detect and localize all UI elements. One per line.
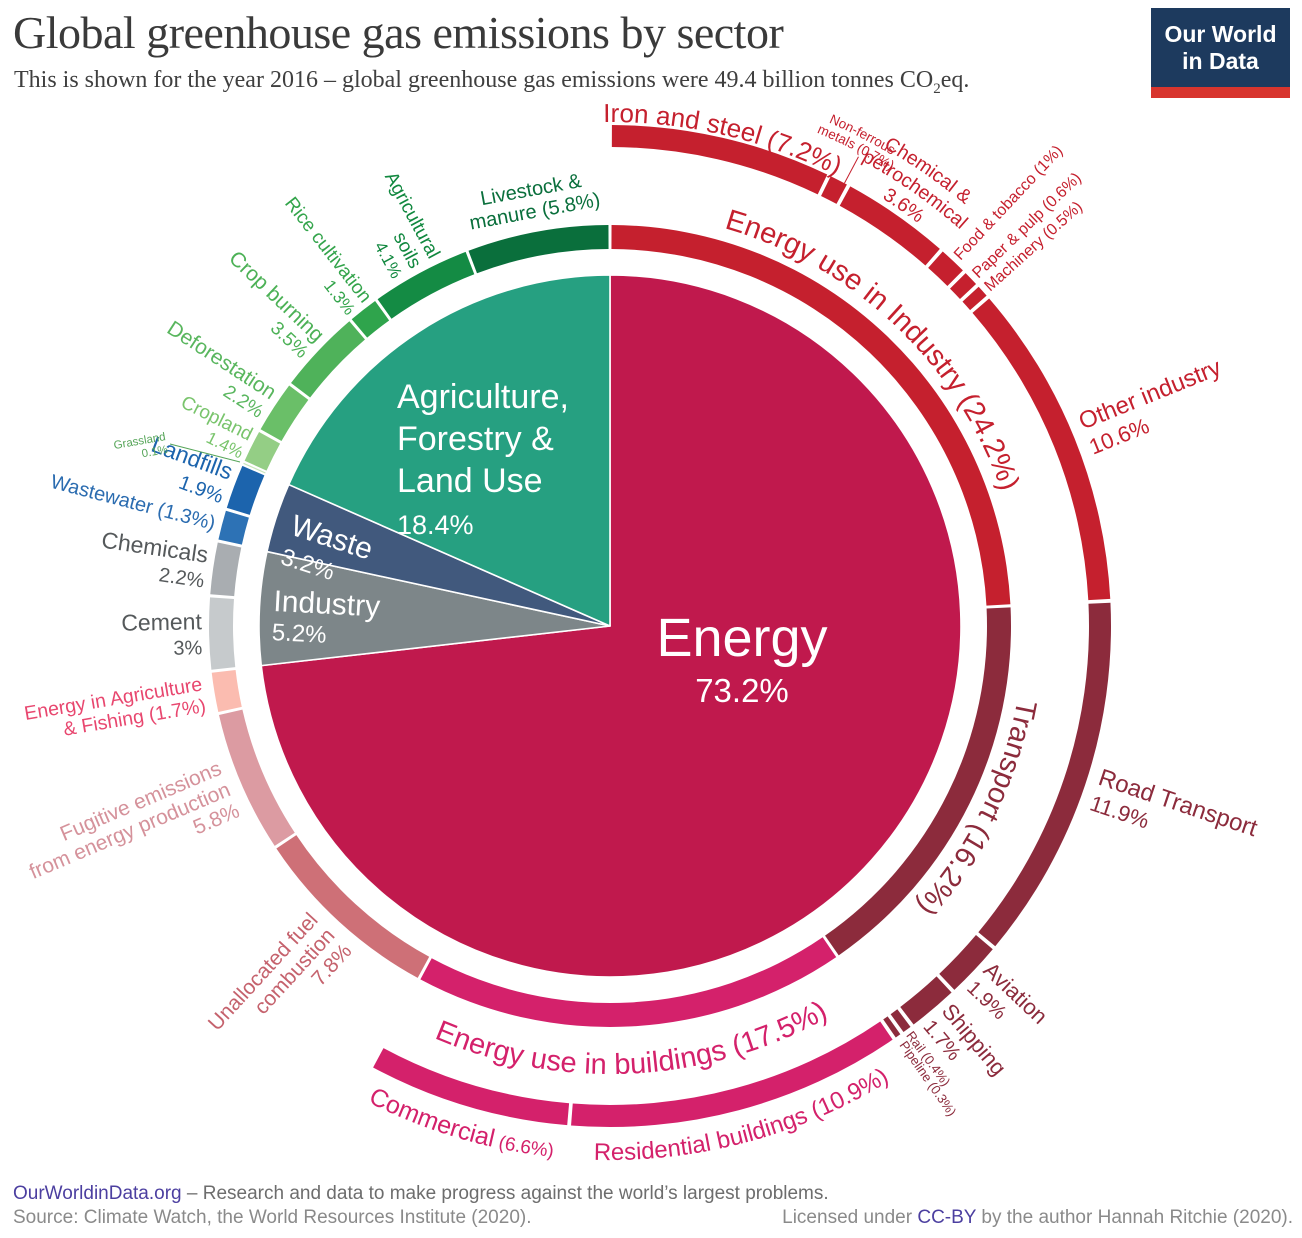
label-livestock-manure: Livestock &manure (5.8%) <box>464 167 602 234</box>
ring1-segment-rice-cultivation <box>351 301 390 338</box>
leader-line-non-ferrous-metals <box>843 156 859 184</box>
footer-license: Licensed under CC-BY by the author Hanna… <box>782 1207 1293 1229</box>
footer-tagline: – Research and data to make progress aga… <box>186 1183 829 1204</box>
ring2-segment-non-ferrous-metals <box>821 176 847 204</box>
ring1-segment-livestock-manure <box>468 225 609 274</box>
footer-line2: Source: Climate Watch, the World Resourc… <box>13 1207 1293 1229</box>
ring2-segment-road-transport <box>978 602 1111 947</box>
ring2-segment-chemical-petrochemical <box>839 186 940 266</box>
label-road-transport: Road Transport11.9% <box>1087 764 1261 867</box>
page-subtitle: This is shown for the year 2016 – global… <box>14 67 969 98</box>
footer-line1: OurWorldinData.org – Research and data t… <box>13 1183 829 1205</box>
label-unallocated-fuel-combustion: Unallocated fuelcombustion7.8% <box>204 909 357 1067</box>
ring1-segment-fugitive-emissions-from-energy-production <box>219 709 295 846</box>
ring2-segment-machinery <box>962 286 987 311</box>
ring1-segment-grassland <box>243 462 266 474</box>
ring2-segment-other-industry <box>972 298 1111 601</box>
ring2-segment-residential-buildings <box>571 1021 893 1127</box>
owid-logo-red-bar <box>1151 87 1290 98</box>
ring1-segment-deforestation <box>260 385 309 442</box>
ring1-segment-chemicals <box>210 542 242 597</box>
label-crop-burning: Crop burning3.5% <box>209 247 328 363</box>
ring1-segment-cement <box>209 597 236 670</box>
label-industry: Industry5.2% <box>271 585 381 652</box>
ring1-segment-transport <box>825 607 1012 956</box>
pie-sector-agriculture-forestry-land-use <box>287 274 611 627</box>
ring2-segment-paper-pulp <box>950 273 977 299</box>
footer-source: Source: Climate Watch, the World Resourc… <box>13 1207 532 1228</box>
subtitle-subscript: 2 <box>933 80 941 97</box>
owid-logo: Our World in Data <box>1151 8 1290 98</box>
ring1-segment-cropland <box>244 431 281 471</box>
ring1-segment-energy-use-in-buildings <box>420 937 837 1028</box>
subtitle-tail: eq. <box>940 67 970 93</box>
ring2-segment-food-tobacco <box>928 251 963 286</box>
license-post: by the author Hannah Ritchie (2020). <box>976 1207 1293 1228</box>
label-energy-in-agriculture-fishing: Energy in Agriculture& Fishing (1.7%) <box>23 673 208 746</box>
license-pre: Licensed under <box>782 1207 918 1228</box>
ring2-segment-commercial <box>373 1048 570 1126</box>
label-cement: Cement3% <box>121 608 203 661</box>
owid-site-link[interactable]: OurWorldinData.org <box>13 1183 182 1204</box>
ring2-segment-iron-and-steel <box>611 125 828 195</box>
label-other-industry: Other industry10.6% <box>1075 354 1235 460</box>
ring1-segment-unallocated-fuel-combustion <box>276 835 430 978</box>
label-agricultural-soils: Agriculturalsoils4.1% <box>344 169 444 282</box>
owid-logo-line1: Our World <box>1164 21 1277 47</box>
owid-logo-line2: in Data <box>1182 48 1259 74</box>
label-agriculture-forestry-land-use: Agriculture, Forestry & Land Use 18.4% <box>397 378 569 540</box>
ring2-segment-pipeline <box>883 1016 901 1038</box>
leader-line-grassland <box>169 443 241 463</box>
ring1-segment-energy-use-in-industry <box>611 225 1011 606</box>
label-fugitive-emissions-from-energy-production: Fugitive emissionsfrom energy production… <box>17 757 243 905</box>
subtitle-text: This is shown for the year 2016 – global… <box>14 67 934 93</box>
owid-logo-box: Our World in Data <box>1151 8 1290 87</box>
ring1-segment-crop-burning <box>291 321 365 398</box>
label-chemicals: Chemicals2.2% <box>96 527 210 593</box>
page-title: Global greenhouse gas emissions by secto… <box>13 7 784 58</box>
ring1-segment-energy-in-agriculture-fishing <box>211 669 242 712</box>
label-energy: Energy 73.2% <box>656 608 827 709</box>
ring1-segment-wastewater <box>218 510 249 545</box>
ring1-segment-landfills <box>226 465 265 515</box>
ring1-segment-agricultural-soils <box>377 251 475 319</box>
ring2-segment-shipping <box>900 976 952 1025</box>
ring2-segment-aviation <box>939 935 993 990</box>
pie-sector-energy <box>260 274 962 978</box>
ring2-segment-rail <box>890 1009 911 1033</box>
license-cc-by-link[interactable]: CC-BY <box>917 1207 977 1228</box>
